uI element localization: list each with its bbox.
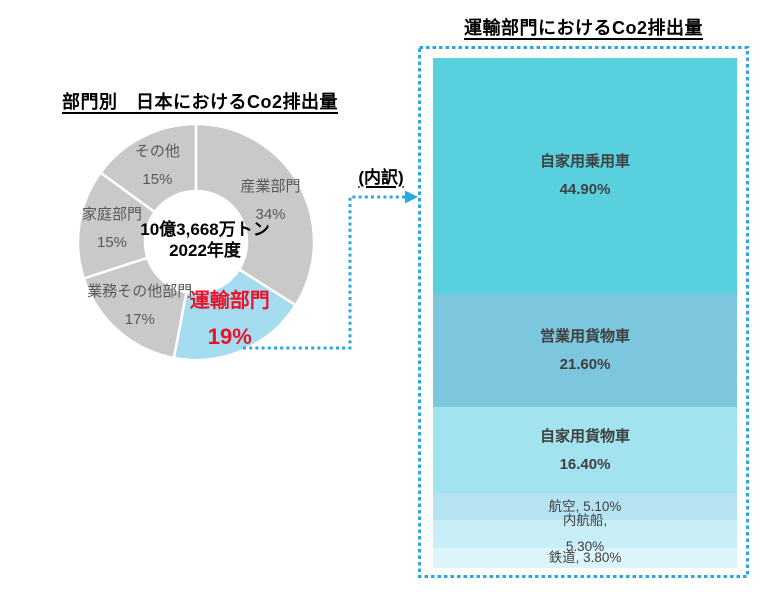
stacked-bar-chart: 自家用乗用車 44.90% 営業用貨物車 21.60% 自家用貨物車 16.40% 航空, … [433,58,737,568]
pie-slice-name: 家庭部門 [81,205,143,223]
pie-slice-percent: 17% [124,310,155,328]
bar-segment-name: 営業用貨物車 [539,328,630,346]
donut-center-line1: 10億3,668万トン [140,220,270,239]
pie-slice-label-business-other: 業務その他部門 17% [87,281,192,331]
left-chart-title: 部門別 日本におけるCo2排出量 [62,92,339,112]
donut-slice-other [98,122,198,214]
bar-segment-percent: 16.40% [559,455,611,473]
donut-center-line2: 2022年度 [169,241,241,260]
donut-chart: 10億3,668万トン 2022年度 産業部門 34% 運輸部門 19% 業務その他部門… [70,120,326,370]
donut-center-label: 10億3,668万トン 2022年度 [140,219,269,261]
pie-slice-label-other: その他 15% [135,141,180,191]
bar-segment-coastal-shipping: 内航船, 5.30% [433,513,737,554]
connector-arrowhead [405,190,418,204]
pie-slice-name: 運輸部門 [189,290,270,312]
bar-segment-railways: 鉄道, 3.80% [433,548,737,568]
pie-slice-name: その他 [134,143,180,161]
pie-slice-percent: 19% [207,324,252,349]
bar-segment-name: 自家用乗用車 [539,153,630,171]
pie-slice-label-transport: 運輸部門 19% [190,288,270,352]
bar-segment-inline-label: 鉄道, 3.80% [548,549,622,565]
bar-segment-wrapped-line1: 内航船, [562,513,608,529]
pie-slice-name: 産業部門 [240,178,301,196]
bar-segment-percent: 21.60% [559,356,611,374]
bar-segment-percent: 44.90% [559,181,611,199]
pie-slice-percent: 15% [96,233,128,251]
bar-segment-commercial-trucks: 営業用貨物車 21.60% [433,293,737,408]
pie-slice-label-household: 家庭部門 15% [82,204,142,254]
pie-slice-percent: 15% [142,171,173,189]
bar-segment-private-trucks: 自家用貨物車 16.40% [433,407,737,494]
bar-segment-name: 自家用貨物車 [539,427,630,445]
pie-slice-name: 業務その他部門 [87,282,193,300]
right-chart-title: 運輸部門におけるCo2排出量 [463,18,703,38]
breakdown-label: (内訳) [358,168,404,187]
bar-segment-private-passenger-cars: 自家用乗用車 44.90% [433,58,737,294]
